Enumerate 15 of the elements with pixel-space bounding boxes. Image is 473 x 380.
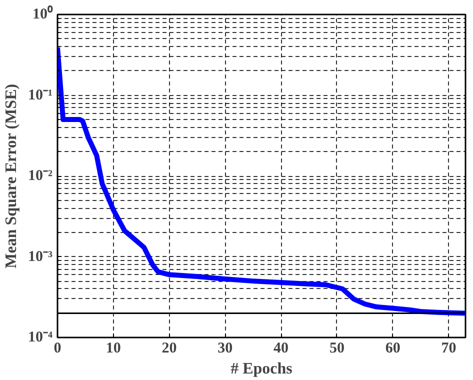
x-tick-label: 50 bbox=[329, 340, 344, 356]
x-tick-label: 0 bbox=[54, 340, 62, 356]
y-tick-label: 10⁻² bbox=[28, 168, 54, 184]
x-tick-label: 10 bbox=[106, 340, 121, 356]
y-tick-label: 10⁻⁴ bbox=[28, 330, 54, 346]
y-tick-label: 10⁻¹ bbox=[28, 87, 53, 104]
y-axis-title: Mean Square Error (MSE) bbox=[3, 84, 20, 268]
x-axis-title: # Epochs bbox=[230, 360, 292, 378]
x-tick-label: 60 bbox=[385, 340, 400, 356]
x-tick-label: 20 bbox=[162, 340, 177, 356]
x-tick-label: 40 bbox=[274, 340, 289, 356]
y-tick-label: 10⁻³ bbox=[28, 248, 54, 265]
x-tick-label: 30 bbox=[218, 340, 233, 356]
y-tick-label: 10⁰ bbox=[32, 4, 54, 22]
x-tick-label: 70 bbox=[441, 340, 456, 356]
